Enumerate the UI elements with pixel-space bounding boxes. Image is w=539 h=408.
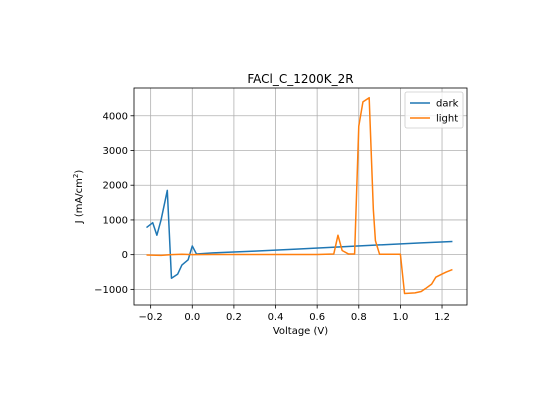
y-axis-title: J (mA/cm2) <box>72 170 85 225</box>
x-tick-label: 0.6 <box>309 312 325 323</box>
x-tick-label: 1.0 <box>392 312 408 323</box>
y-axis-title-main: J (mA/cm <box>74 178 85 224</box>
series-layer <box>146 96 453 295</box>
y-tick-label: 3000 <box>103 146 128 157</box>
y-tick-label: 1000 <box>103 215 128 226</box>
plot-frame <box>133 87 468 306</box>
legend-label-dark: dark <box>436 99 459 110</box>
x-tick-label: −0.2 <box>139 312 163 323</box>
x-tick-label: 0.0 <box>184 312 200 323</box>
legend: dark light <box>404 91 464 129</box>
x-axis: −0.2 0.0 0.2 0.4 0.6 0.8 1.0 1.2 <box>139 305 450 323</box>
legend-box <box>404 91 464 129</box>
x-axis-title: Voltage (V) <box>273 326 328 337</box>
y-tick-label: 2000 <box>103 181 128 192</box>
series-line-dark <box>146 189 453 280</box>
x-tick-label: 0.2 <box>226 312 242 323</box>
legend-label-light: light <box>436 114 458 125</box>
series-line-light <box>146 96 453 295</box>
chart-title: FACl_C_1200K_2R <box>247 72 353 86</box>
x-tick-label: 0.8 <box>351 312 367 323</box>
y-axis-title-superscript: 2 <box>72 174 80 178</box>
x-tick-label: 0.4 <box>268 312 284 323</box>
y-tick-label: 4000 <box>103 111 128 122</box>
y-tick-label: −1000 <box>94 285 128 296</box>
y-axis: −1000 0 1000 2000 3000 4000 <box>94 111 134 296</box>
y-tick-label: 0 <box>122 250 128 261</box>
x-tick-label: 1.2 <box>434 312 450 323</box>
y-axis-title-end: ) <box>74 170 85 174</box>
